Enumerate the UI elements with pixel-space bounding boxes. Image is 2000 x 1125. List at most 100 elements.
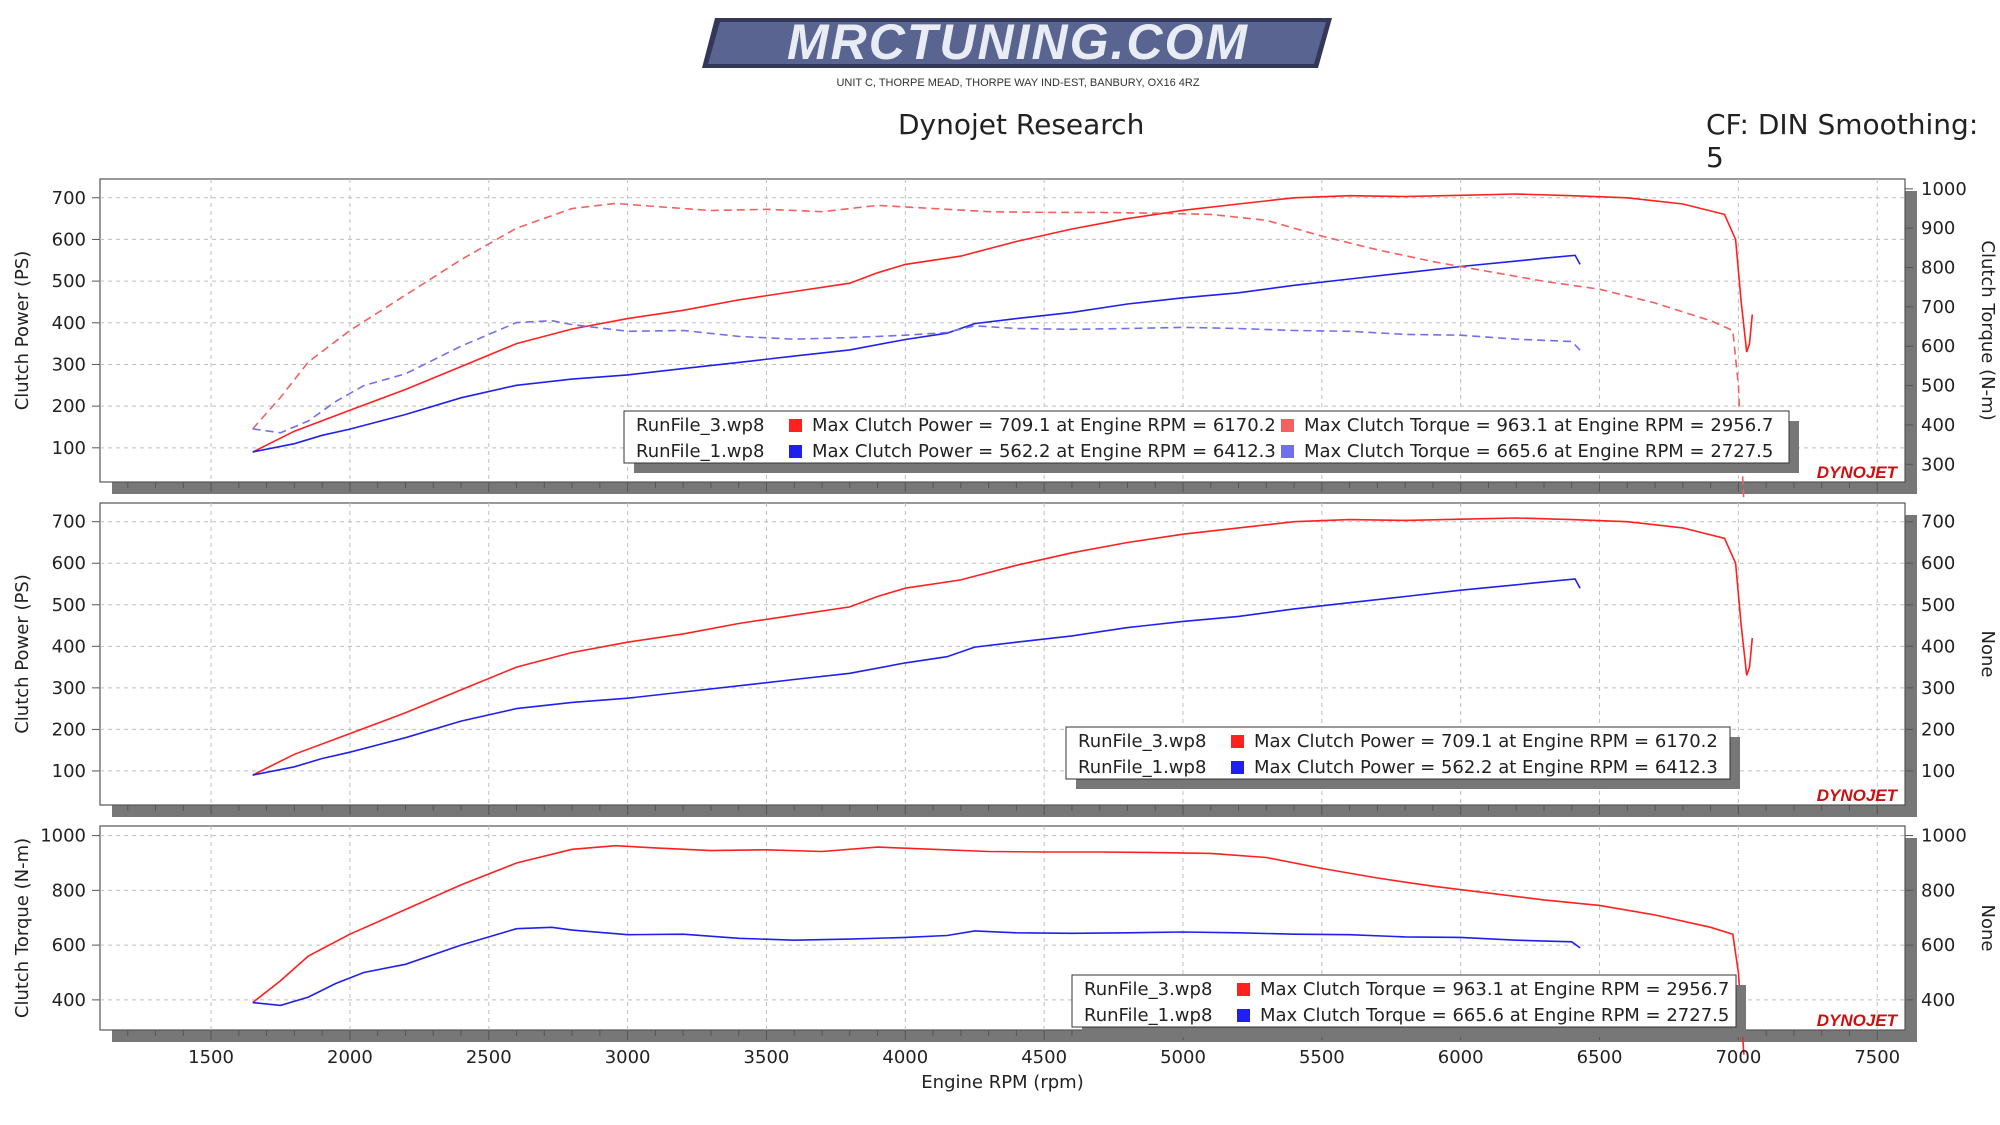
panel-combined: 100 200 300 400 500 600 700 300 400 500 600 700 800 9… (12, 178, 1998, 504)
logo-text: MRCTUNING.COM (787, 14, 1249, 70)
legend-swatch (1281, 419, 1294, 432)
right-tick-label: 500 (1921, 376, 1955, 397)
legend-file-name: RunFile_3.wp8 (1084, 979, 1212, 1000)
x-axis-title: Engine RPM (rpm) (921, 1072, 1083, 1093)
right-tick-label: 600 (1921, 553, 1955, 574)
legend-entry: Max Clutch Power = 562.2 at Engine RPM =… (812, 441, 1276, 462)
x-tick-label: 5500 (1299, 1047, 1345, 1068)
legend-entry: Max Clutch Torque = 665.6 at Engine RPM … (1304, 441, 1773, 462)
left-tick-label: 400 (52, 313, 86, 334)
x-tick-label: 3500 (744, 1047, 790, 1068)
left-tick-label: 100 (52, 761, 86, 782)
logo-address: UNIT C, THORPE MEAD, THORPE WAY IND-EST,… (836, 77, 1199, 89)
series-line-runfile-1-wp8 (252, 926, 1581, 1007)
left-tick-label: 800 (52, 880, 86, 901)
x-tick-label: 7500 (1854, 1047, 1900, 1068)
right-tick-label: 700 (1921, 297, 1955, 318)
legend-swatch (1237, 1009, 1250, 1022)
right-tick-label: 600 (1921, 935, 1955, 956)
right-tick-label: 300 (1921, 454, 1955, 475)
right-tick-label: 1000 (1921, 826, 1967, 847)
x-tick-label: 7000 (1715, 1047, 1761, 1068)
legend-swatch (1231, 735, 1244, 748)
left-tick-label: 600 (52, 935, 86, 956)
right-tick-label: 200 (1921, 719, 1955, 740)
left-tick-label: 700 (52, 188, 86, 209)
right-tick-label: 400 (1921, 415, 1955, 436)
right-tick-label: 700 (1921, 512, 1955, 533)
mrc-tuning-logo: MRCTUNING.COM UNIT C, THORPE MEAD, THORP… (702, 14, 1332, 89)
legend-file-name: RunFile_3.wp8 (636, 415, 764, 436)
x-tick-label: 2500 (466, 1047, 512, 1068)
panel-power: 100 200 300 400 500 600 700 100 200 300 400 500 600 7… (12, 502, 1998, 817)
left-tick-label: 1000 (40, 826, 86, 847)
x-tick-label: 5000 (1160, 1047, 1206, 1068)
right-tick-label: 600 (1921, 336, 1955, 357)
right-tick-label: 400 (1921, 636, 1955, 657)
chart-title: Dynojet Research (898, 108, 1145, 141)
right-tick-label: 300 (1921, 678, 1955, 699)
x-tick-label: 4500 (1021, 1047, 1067, 1068)
legend-entry: Max Clutch Torque = 665.6 at Engine RPM … (1260, 1005, 1729, 1026)
x-tick-label: 2000 (327, 1047, 373, 1068)
legend-file-name: RunFile_1.wp8 (1084, 1005, 1212, 1026)
left-tick-label: 300 (52, 678, 86, 699)
dynojet-watermark: DYNOJET (1817, 463, 1899, 482)
x-tick-label: 3000 (605, 1047, 651, 1068)
x-tick-label: 6000 (1438, 1047, 1484, 1068)
right-tick-label: 800 (1921, 880, 1955, 901)
series-line-runfile-1-wp8 (252, 319, 1581, 434)
right-tick-label: 100 (1921, 761, 1955, 782)
legend-entry: Max Clutch Torque = 963.1 at Engine RPM … (1260, 979, 1729, 1000)
left-axis-title: Clutch Torque (N-m) (12, 838, 33, 1018)
legend-file-name: RunFile_3.wp8 (1078, 731, 1206, 752)
left-tick-label: 200 (52, 396, 86, 417)
right-tick-label: 1000 (1921, 179, 1967, 200)
legend: RunFile_3.wp8 Max Clutch Torque = 963.1 a… (1071, 974, 1746, 1037)
legend-box (1071, 974, 1737, 1028)
dynojet-watermark: DYNOJET (1817, 1011, 1899, 1030)
dynojet-watermark: DYNOJET (1817, 786, 1899, 805)
right-tick-label: 900 (1921, 218, 1955, 239)
left-tick-label: 200 (52, 719, 86, 740)
panel-torque: 400 600 800 1000 400 600 800 1000 Clutch Torque … (12, 825, 1998, 1055)
legend-file-name: RunFile_1.wp8 (1078, 757, 1206, 778)
right-axis-title: None (1977, 905, 1998, 952)
left-tick-label: 400 (52, 990, 86, 1011)
legend-swatch (1231, 761, 1244, 774)
legend-box (1065, 726, 1731, 780)
left-tick-label: 500 (52, 271, 86, 292)
legend-entry: Max Clutch Power = 562.2 at Engine RPM =… (1254, 757, 1718, 778)
right-tick-label: 400 (1921, 990, 1955, 1011)
legend-swatch (789, 445, 802, 458)
right-tick-label: 800 (1921, 258, 1955, 279)
legend: RunFile_3.wp8 Max Clutch Power = 709.1 at… (1065, 726, 1740, 789)
legend-file-name: RunFile_1.wp8 (636, 441, 764, 462)
left-axis-title: Clutch Power (PS) (12, 574, 33, 734)
legend-swatch (1281, 445, 1294, 458)
x-tick-label: 4000 (882, 1047, 928, 1068)
series-line-runfile-1-wp8 (252, 578, 1581, 776)
legend-swatch (1237, 983, 1250, 996)
left-tick-label: 100 (52, 438, 86, 459)
series-line-runfile-3-wp8 (252, 193, 1754, 453)
left-tick-label: 400 (52, 636, 86, 657)
legend-entry: Max Clutch Torque = 963.1 at Engine RPM … (1304, 415, 1773, 436)
series-line-runfile-3-wp8 (252, 202, 1745, 504)
x-tick-label: 1500 (188, 1047, 234, 1068)
right-tick-label: 500 (1921, 595, 1955, 616)
legend-entry: Max Clutch Power = 709.1 at Engine RPM =… (812, 415, 1276, 436)
left-axis-title: Clutch Power (PS) (12, 251, 33, 411)
left-tick-label: 600 (52, 553, 86, 574)
left-tick-label: 600 (52, 229, 86, 250)
legend-box (623, 410, 1790, 464)
right-axis-title: None (1977, 631, 1998, 678)
left-tick-label: 300 (52, 354, 86, 375)
series-line-runfile-3-wp8 (252, 517, 1754, 776)
legend-swatch (789, 419, 802, 432)
left-tick-label: 700 (52, 512, 86, 533)
series-line-runfile-3-wp8 (252, 844, 1745, 1055)
legend-entry: Max Clutch Power = 709.1 at Engine RPM =… (1254, 731, 1718, 752)
correction-factor-label: CF: DIN Smoothing: 5 (1706, 108, 1979, 174)
